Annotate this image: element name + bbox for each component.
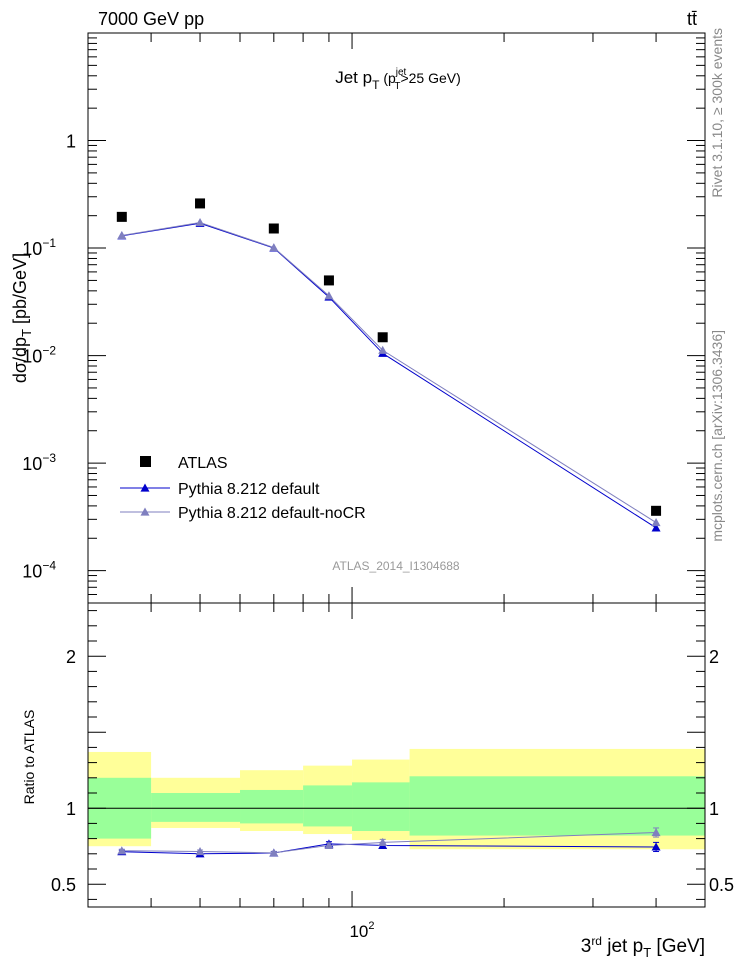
legend-label-pythia-8-212-default-nocr: Pythia 8.212 default-noCR (178, 505, 366, 522)
legend: ATLAS Pythia 8.212 default Pythia 8.212 de… (120, 455, 366, 522)
data-point-pythia-8-212-default (651, 523, 661, 532)
uncertainty-band-green (151, 793, 241, 822)
uncertainty-band-green (240, 789, 304, 824)
data-point-atlas (323, 275, 334, 286)
main-panel: 1 10−1 10−2 10−3 10−4 (22, 32, 706, 907)
rivet-label: Rivet 3.1.10, ≥ 300k events (709, 28, 725, 198)
energy-label: 7000 GeV pp (98, 9, 204, 29)
plot-title: Jet pT (pjet T>25 GeV) (335, 67, 461, 92)
legend-marker-pythia-8-212-default-nocr (140, 507, 150, 516)
legend-label-atlas: ATLAS (178, 455, 228, 472)
data-point-pythia-8-212-default-nocr (117, 230, 127, 240)
data-point-pythia-8-212-default-nocr (324, 291, 334, 300)
ratio-point-pythia-8-212-default-nocr (117, 846, 127, 855)
data-point-atlas (116, 211, 127, 222)
legend-marker-atlas (140, 456, 151, 467)
ratio-line-pythia-8-212-default (121, 843, 657, 855)
data-point-pythia-8-212-default-nocr (195, 217, 205, 227)
y-tick-label: 1 (66, 132, 76, 152)
ratio-point-pythia-8-212-default (651, 842, 661, 851)
ratio-y-tick-label-right: 1 (709, 799, 719, 819)
data-point-atlas (377, 332, 388, 343)
ratio-point-pythia-8-212-default-nocr (378, 837, 388, 846)
mcplots-label: mcplots.cern.ch [arXiv:1306.3436] (709, 330, 725, 542)
data-point-pythia-8-212-default-nocr (269, 243, 279, 252)
x-tick-label-100: 102 (349, 920, 374, 941)
uncertainty-band-green (303, 785, 353, 827)
ratio-y-tick-label: 2 (66, 647, 76, 667)
x-axis-label: 3rd jet pT [GeV] (581, 934, 705, 960)
ratio-line-pythia-8-212-default-nocr (121, 832, 657, 854)
ratio-y-tick-label: 1 (66, 799, 76, 819)
ratio-point-pythia-8-212-default-nocr (324, 840, 334, 850)
ratio-y-tick-label-right: 2 (709, 647, 719, 667)
main-ylabel: dσ/dpT [pb/GeV] (10, 253, 34, 383)
series-line-pythia-8-212-default-nocr (121, 221, 657, 523)
ratio-y-tick-label: 0.5 (51, 875, 76, 895)
analysis-watermark: ATLAS_2014_I1304688 (332, 559, 460, 573)
ratio-y-tick-label-right: 0.5 (709, 875, 734, 895)
y-tick-label: 10−3 (22, 451, 56, 474)
y-tick-label: 10−4 (22, 559, 56, 582)
ratio-point-pythia-8-212-default-nocr (195, 847, 205, 856)
data-point-atlas (268, 223, 279, 234)
legend-marker-pythia-8-212-default (140, 483, 150, 492)
data-point-pythia-8-212-default-nocr (651, 518, 661, 527)
y-tick-label: 10−1 (22, 236, 56, 259)
legend-label-pythia-8-212-default: Pythia 8.212 default (178, 481, 320, 498)
uncertainty-band-green (409, 776, 705, 836)
ratio-panel: 0.5 0.5 1 1 2 2 (51, 602, 734, 908)
process-label: tt̄ (687, 9, 697, 29)
ratio-frame (87, 602, 706, 908)
ratio-point-pythia-8-212-default-nocr (651, 828, 661, 837)
y-tick-label: 10−2 (22, 344, 56, 367)
ratio-point-pythia-8-212-default-nocr (269, 848, 279, 857)
data-point-pythia-8-212-default-nocr (378, 345, 388, 354)
data-point-atlas (651, 505, 662, 516)
data-point-atlas (195, 198, 206, 209)
series-line-pythia-8-212-default (121, 222, 657, 529)
ratio-ylabel: Ratio to ATLAS (21, 710, 37, 805)
uncertainty-band-green (352, 782, 410, 831)
